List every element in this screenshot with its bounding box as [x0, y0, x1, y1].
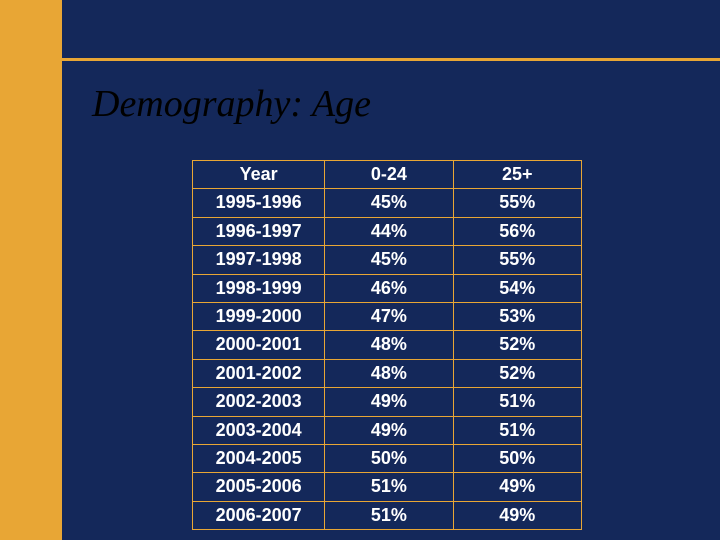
- table-row: 2003-2004 49% 51%: [193, 416, 582, 444]
- table-row: 1997-1998 45% 55%: [193, 246, 582, 274]
- cell-0-24: 49%: [325, 388, 453, 416]
- cell-25plus: 51%: [453, 416, 581, 444]
- table-header-row: Year 0-24 25+: [193, 161, 582, 189]
- table-row: 1998-1999 46% 54%: [193, 274, 582, 302]
- cell-year: 2004-2005: [193, 444, 325, 472]
- cell-25plus: 54%: [453, 274, 581, 302]
- cell-25plus: 49%: [453, 501, 581, 529]
- cell-0-24: 47%: [325, 302, 453, 330]
- cell-year: 1999-2000: [193, 302, 325, 330]
- table-row: 2001-2002 48% 52%: [193, 359, 582, 387]
- cell-0-24: 51%: [325, 501, 453, 529]
- cell-0-24: 49%: [325, 416, 453, 444]
- cell-0-24: 44%: [325, 217, 453, 245]
- table-row: 2002-2003 49% 51%: [193, 388, 582, 416]
- demography-table-wrap: Year 0-24 25+ 1995-1996 45% 55% 1996-199…: [192, 160, 582, 530]
- table-row: 2005-2006 51% 49%: [193, 473, 582, 501]
- table-row: 1999-2000 47% 53%: [193, 302, 582, 330]
- cell-25plus: 51%: [453, 388, 581, 416]
- cell-25plus: 50%: [453, 444, 581, 472]
- cell-25plus: 49%: [453, 473, 581, 501]
- cell-25plus: 52%: [453, 331, 581, 359]
- table-body: 1995-1996 45% 55% 1996-1997 44% 56% 1997…: [193, 189, 582, 530]
- cell-0-24: 48%: [325, 331, 453, 359]
- cell-0-24: 51%: [325, 473, 453, 501]
- cell-25plus: 55%: [453, 189, 581, 217]
- table-row: 1995-1996 45% 55%: [193, 189, 582, 217]
- col-year: Year: [193, 161, 325, 189]
- cell-0-24: 50%: [325, 444, 453, 472]
- cell-year: 1997-1998: [193, 246, 325, 274]
- cell-0-24: 48%: [325, 359, 453, 387]
- cell-25plus: 55%: [453, 246, 581, 274]
- cell-year: 2000-2001: [193, 331, 325, 359]
- cell-25plus: 56%: [453, 217, 581, 245]
- cell-25plus: 53%: [453, 302, 581, 330]
- cell-0-24: 45%: [325, 189, 453, 217]
- page-title: Demography: Age: [92, 82, 371, 126]
- col-0-24: 0-24: [325, 161, 453, 189]
- table-row: 2000-2001 48% 52%: [193, 331, 582, 359]
- accent-sidebar: [0, 0, 62, 540]
- cell-year: 2001-2002: [193, 359, 325, 387]
- table-row: 2004-2005 50% 50%: [193, 444, 582, 472]
- cell-year: 2003-2004: [193, 416, 325, 444]
- table-row: 2006-2007 51% 49%: [193, 501, 582, 529]
- cell-year: 2005-2006: [193, 473, 325, 501]
- cell-year: 1995-1996: [193, 189, 325, 217]
- cell-year: 2002-2003: [193, 388, 325, 416]
- demography-table: Year 0-24 25+ 1995-1996 45% 55% 1996-199…: [192, 160, 582, 530]
- cell-year: 1998-1999: [193, 274, 325, 302]
- table-row: 1996-1997 44% 56%: [193, 217, 582, 245]
- cell-0-24: 46%: [325, 274, 453, 302]
- cell-0-24: 45%: [325, 246, 453, 274]
- accent-top-line: [62, 58, 720, 61]
- col-25plus: 25+: [453, 161, 581, 189]
- cell-year: 1996-1997: [193, 217, 325, 245]
- cell-year: 2006-2007: [193, 501, 325, 529]
- cell-25plus: 52%: [453, 359, 581, 387]
